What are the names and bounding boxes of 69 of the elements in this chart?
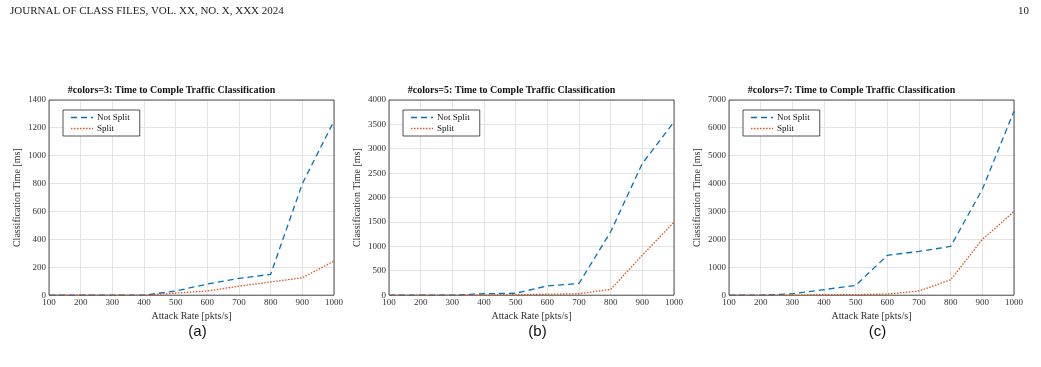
y-tick-label: 5000: [708, 150, 727, 161]
legend-label: Not Split: [97, 111, 131, 122]
x-tick-label: 700: [912, 296, 927, 307]
y-tick-label: 3000: [708, 205, 727, 216]
x-tick-label: 200: [413, 296, 428, 307]
x-tick-label: 900: [295, 296, 310, 307]
text: (b): [527, 322, 548, 339]
y-axis-title: Classification Time [ms]: [350, 148, 362, 248]
text: (a): [187, 322, 208, 339]
x-tick-label: 900: [975, 296, 990, 307]
x-tick-label: 500: [168, 296, 183, 307]
x-axis-title: Attack Rate [pkts/s]: [151, 309, 232, 321]
x-tick-label: 500: [848, 296, 863, 307]
x-tick-label: 200: [73, 296, 88, 307]
y-tick-label: 2000: [708, 233, 727, 244]
chart-title: #colors=7: Time to Comple Traffic Classification: [747, 83, 956, 95]
y-tick-label: 3000: [368, 143, 387, 154]
y-tick-label: 2000: [368, 191, 387, 202]
legend-label: Not Split: [437, 111, 471, 122]
x-tick-label: 400: [817, 296, 832, 307]
text: (c): [867, 322, 888, 339]
x-tick-label: 1000: [1005, 296, 1024, 307]
x-tick-label: 700: [572, 296, 587, 307]
x-tick-label: 800: [263, 296, 278, 307]
x-tick-label: 300: [445, 296, 460, 307]
x-tick-label: 600: [200, 296, 215, 307]
legend-label: Split: [437, 122, 455, 133]
y-tick-label: 1500: [368, 216, 387, 227]
x-tick-label: 500: [508, 296, 523, 307]
legend-label: Not Split: [777, 111, 811, 122]
y-tick-label: 4000: [708, 178, 727, 189]
y-tick-label: 400: [32, 233, 47, 244]
x-tick-label: 600: [540, 296, 555, 307]
y-tick-label: 4000: [368, 94, 387, 105]
chart-title: #colors=3: Time to Comple Traffic Classification: [67, 83, 276, 95]
y-tick-label: 2500: [368, 167, 387, 178]
y-tick-label: 6000: [708, 122, 727, 133]
y-tick-label: 200: [32, 261, 47, 272]
x-tick-label: 200: [753, 296, 768, 307]
y-tick-label: 600: [32, 205, 47, 216]
y-tick-label: 1000: [368, 240, 387, 251]
x-axis-title: Attack Rate [pkts/s]: [491, 309, 572, 321]
y-tick-label: 3500: [368, 118, 387, 129]
x-tick-label: 400: [477, 296, 492, 307]
y-axis-title: Classification Time [ms]: [10, 148, 22, 248]
y-tick-label: 1400: [28, 94, 47, 105]
y-tick-label: 1000: [28, 150, 47, 161]
x-tick-label: 400: [137, 296, 152, 307]
x-tick-label: 300: [105, 296, 120, 307]
x-tick-label: 900: [635, 296, 650, 307]
x-tick-label: 300: [785, 296, 800, 307]
y-tick-label: 800: [32, 178, 47, 189]
legend-label: Split: [777, 122, 795, 133]
legend-label: Split: [97, 122, 115, 133]
x-tick-label: 800: [943, 296, 958, 307]
y-axis-title: Classification Time [ms]: [690, 148, 702, 248]
x-tick-label: 1000: [325, 296, 344, 307]
y-tick-label: 500: [372, 265, 387, 276]
x-tick-label: 800: [603, 296, 618, 307]
y-tick-label: 1000: [708, 261, 727, 272]
y-tick-label: 7000: [708, 94, 727, 105]
text: 10: [1018, 4, 1029, 16]
y-tick-label: 1200: [28, 122, 47, 133]
text: JOURNAL OF CLASS FILES, VOL. XX, NO. X, XXX 2024: [10, 4, 284, 16]
x-axis-title: Attack Rate [pkts/s]: [831, 309, 912, 321]
x-tick-label: 1000: [665, 296, 684, 307]
chart-title: #colors=5: Time to Comple Traffic Classification: [407, 83, 616, 95]
x-tick-label: 600: [880, 296, 895, 307]
x-tick-label: 700: [232, 296, 247, 307]
